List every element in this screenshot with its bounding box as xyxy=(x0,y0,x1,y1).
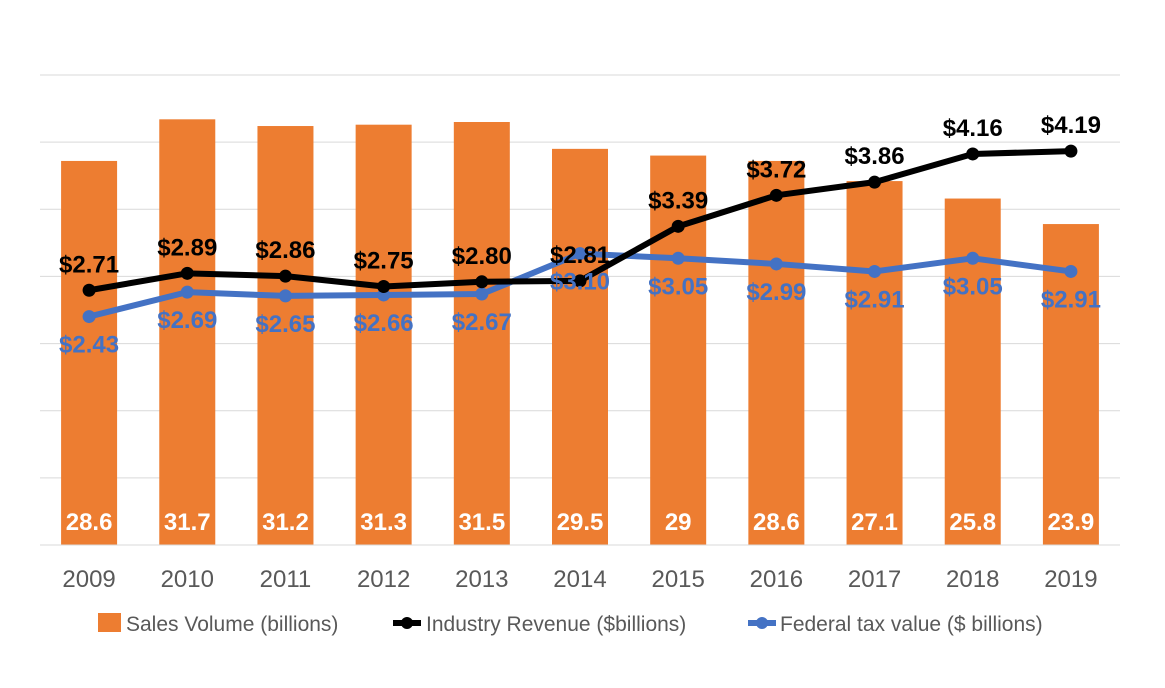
federal-tax-label-2010: $2.69 xyxy=(157,307,217,334)
industry-revenue-point-2012 xyxy=(377,280,391,293)
federal-tax-point-2014 xyxy=(573,247,587,261)
industry-revenue-point-2014 xyxy=(573,274,587,288)
x-tick-2009: 2009 xyxy=(62,566,115,593)
industry-revenue-point-2016 xyxy=(769,188,783,202)
industry-revenue-point-2015 xyxy=(671,219,685,233)
bar-2018 xyxy=(944,198,1001,546)
legend-label-sales-volume: Sales Volume (billions) xyxy=(126,613,338,636)
federal-tax-label-2012: $2.66 xyxy=(354,310,414,337)
bar-labels-group: 28.6 31.7 31.2 31.3 31.5 29.5 29 28.6 27.1 25.8 23… xyxy=(66,509,1095,536)
bar-label-2015: 29 xyxy=(665,509,692,536)
bar-label-2018: 25.8 xyxy=(949,509,996,536)
legend-swatch-sales-volume xyxy=(98,613,121,632)
industry-revenue-label-2018: $4.16 xyxy=(943,115,1003,142)
bar-2016 xyxy=(748,160,805,545)
industry-revenue-label-2010: $2.89 xyxy=(157,234,217,261)
industry-revenue-label-2012: $2.75 xyxy=(354,248,414,275)
federal-tax-label-2015: $3.05 xyxy=(648,273,708,300)
industry-revenue-label-2013: $2.80 xyxy=(452,243,512,270)
x-tick-2015: 2015 xyxy=(651,566,704,593)
x-tick-2014: 2014 xyxy=(553,566,606,593)
x-tick-2019: 2019 xyxy=(1044,566,1097,593)
industry-revenue-point-2011 xyxy=(278,269,292,283)
bar-label-2019: 23.9 xyxy=(1048,509,1095,536)
federal-tax-point-2018 xyxy=(966,251,980,265)
federal-tax-point-2015 xyxy=(671,251,685,265)
bar-label-2016: 28.6 xyxy=(753,509,800,536)
x-tick-2012: 2012 xyxy=(357,566,410,593)
federal-tax-label-2009: $2.43 xyxy=(59,332,119,359)
industry-revenue-point-2013 xyxy=(475,275,489,289)
legend-label-industry-revenue: Industry Revenue ($billions) xyxy=(426,613,686,636)
industry-revenue-label-2015: $3.39 xyxy=(648,187,708,214)
bar-label-2012: 31.3 xyxy=(360,509,407,536)
bar-2013 xyxy=(453,122,510,545)
federal-tax-label-2013: $2.67 xyxy=(452,309,512,336)
bar-2014 xyxy=(552,148,608,545)
federal-tax-label-2014: $3.10 xyxy=(550,269,610,296)
legend-label-federal-tax: Federal tax value ($ billions) xyxy=(780,613,1043,636)
bar-2009 xyxy=(61,160,118,545)
legend: Sales Volume (billions) Industry Revenue… xyxy=(98,613,1043,636)
x-tick-2010: 2010 xyxy=(161,566,214,593)
federal-tax-label-2018: $3.05 xyxy=(943,273,1003,300)
industry-revenue-point-2009 xyxy=(82,283,96,297)
federal-tax-label-2017: $2.91 xyxy=(845,286,905,313)
bar-2010 xyxy=(159,119,216,546)
x-tick-2013: 2013 xyxy=(455,566,508,593)
industry-revenue-label-2019: $4.19 xyxy=(1041,112,1101,139)
x-tick-2011: 2011 xyxy=(260,566,312,593)
industry-revenue-point-2018 xyxy=(966,147,980,161)
industry-revenue-label-2011: $2.86 xyxy=(255,237,315,264)
industry-revenue-series xyxy=(82,144,1078,297)
bar-label-2010: 31.7 xyxy=(164,509,211,536)
x-tick-2016: 2016 xyxy=(750,566,803,593)
bar-2017 xyxy=(846,181,903,546)
bar-2012 xyxy=(355,124,412,545)
x-tick-2018: 2018 xyxy=(946,566,999,593)
bar-label-2014: 29.5 xyxy=(557,509,604,536)
bar-label-2009: 28.6 xyxy=(66,509,113,536)
legend-marker-federal-tax xyxy=(756,617,768,629)
federal-tax-point-2009 xyxy=(82,310,96,324)
bar-2011 xyxy=(257,126,314,546)
federal-tax-labels: $2.43 $2.69 $2.65 $2.66 $2.67 $3.10 $3.05 $2.99… xyxy=(59,269,1101,359)
federal-tax-label-2019: $2.91 xyxy=(1041,286,1101,313)
federal-tax-point-2017 xyxy=(868,264,882,278)
federal-tax-point-2016 xyxy=(769,257,783,271)
bar-label-2011: 31.2 xyxy=(262,509,309,536)
industry-revenue-label-2016: $3.72 xyxy=(746,156,806,183)
bar-label-2013: 31.5 xyxy=(458,509,505,536)
industry-revenue-point-2017 xyxy=(868,175,882,189)
federal-tax-label-2011: $2.65 xyxy=(255,311,315,338)
federal-tax-point-2011 xyxy=(278,289,292,303)
federal-tax-point-2019 xyxy=(1064,264,1078,278)
industry-revenue-labels: $2.71 $2.89 $2.86 $2.75 $2.80 $2.81 $3.39 $3.72… xyxy=(59,112,1101,278)
federal-tax-series xyxy=(82,247,1078,324)
industry-revenue-label-2009: $2.71 xyxy=(59,251,119,278)
federal-tax-point-2010 xyxy=(180,285,194,299)
federal-tax-point-2013 xyxy=(475,287,489,301)
industry-revenue-point-2019 xyxy=(1064,144,1078,158)
x-axis-ticks: 2009 2010 2011 2012 2013 2014 2015 2016 2017 2018… xyxy=(62,566,1097,593)
x-tick-2017: 2017 xyxy=(848,566,901,593)
industry-revenue-label-2017: $3.86 xyxy=(845,143,905,170)
bar-label-2017: 27.1 xyxy=(851,509,898,536)
industry-revenue-label-2014: $2.81 xyxy=(550,242,610,269)
industry-revenue-point-2010 xyxy=(180,266,194,280)
bars-group xyxy=(61,119,1099,546)
legend-marker-industry-revenue xyxy=(401,617,413,629)
federal-tax-label-2016: $2.99 xyxy=(746,279,806,306)
